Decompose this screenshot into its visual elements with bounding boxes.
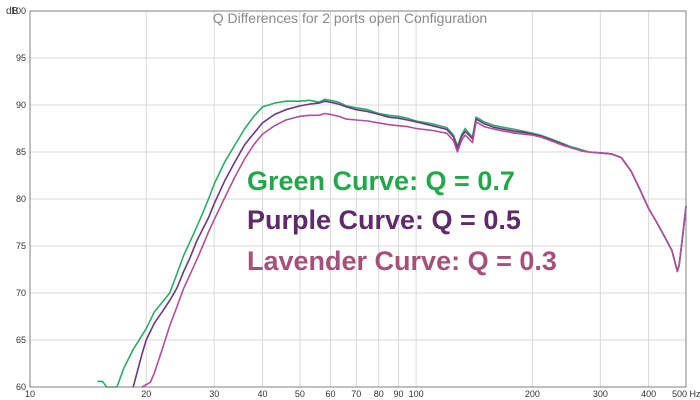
x-tick-label: 300 bbox=[593, 389, 608, 399]
series-lines bbox=[97, 98, 687, 388]
x-tick-label: 100 bbox=[409, 389, 424, 399]
annotation-green-curve: Green Curve: Q = 0.7 bbox=[247, 166, 515, 196]
annotation-purple-curve: Purple Curve: Q = 0.5 bbox=[247, 205, 521, 235]
x-tick-label: 20 bbox=[141, 389, 151, 399]
x-tick-label: 500 Hz bbox=[672, 389, 700, 399]
annotation-lavender-curve: Lavender Curve: Q = 0.3 bbox=[247, 246, 557, 276]
y-tick-label: 95 bbox=[16, 53, 26, 63]
x-tick-label: 80 bbox=[374, 389, 384, 399]
chart-title: Q Differences for 2 ports open Configura… bbox=[213, 10, 487, 26]
y-axis-label: dB bbox=[6, 6, 19, 17]
x-tick-label: 70 bbox=[351, 389, 361, 399]
y-tick-label: 60 bbox=[16, 382, 26, 392]
x-tick-label: 60 bbox=[325, 389, 335, 399]
plot-frame bbox=[29, 10, 687, 388]
y-tick-label: 70 bbox=[16, 288, 26, 298]
series-line-3 bbox=[141, 112, 687, 388]
x-tick-labels: 10 20 30 40 50 60 70 80 90 100 200 300 400 500 Hz bbox=[25, 389, 700, 399]
y-tick-label: 80 bbox=[16, 194, 26, 204]
x-tick-label: 50 bbox=[295, 389, 305, 399]
y-tick-label: 100 bbox=[11, 6, 26, 16]
y-tick-label: 65 bbox=[16, 335, 26, 345]
y-tick-labels: 60 65 70 75 80 85 90 95 100 bbox=[11, 6, 26, 392]
y-tick-label: 85 bbox=[16, 147, 26, 157]
x-tick-label: 400 bbox=[641, 389, 656, 399]
x-tick-label: 200 bbox=[525, 389, 540, 399]
y-tick-label: 90 bbox=[16, 100, 26, 110]
y-tick-label: 75 bbox=[16, 241, 26, 251]
x-tick-label: 10 bbox=[25, 389, 35, 399]
x-tick-label: 90 bbox=[393, 389, 403, 399]
x-tick-label: 30 bbox=[209, 389, 219, 399]
x-tick-label: 40 bbox=[257, 389, 267, 399]
